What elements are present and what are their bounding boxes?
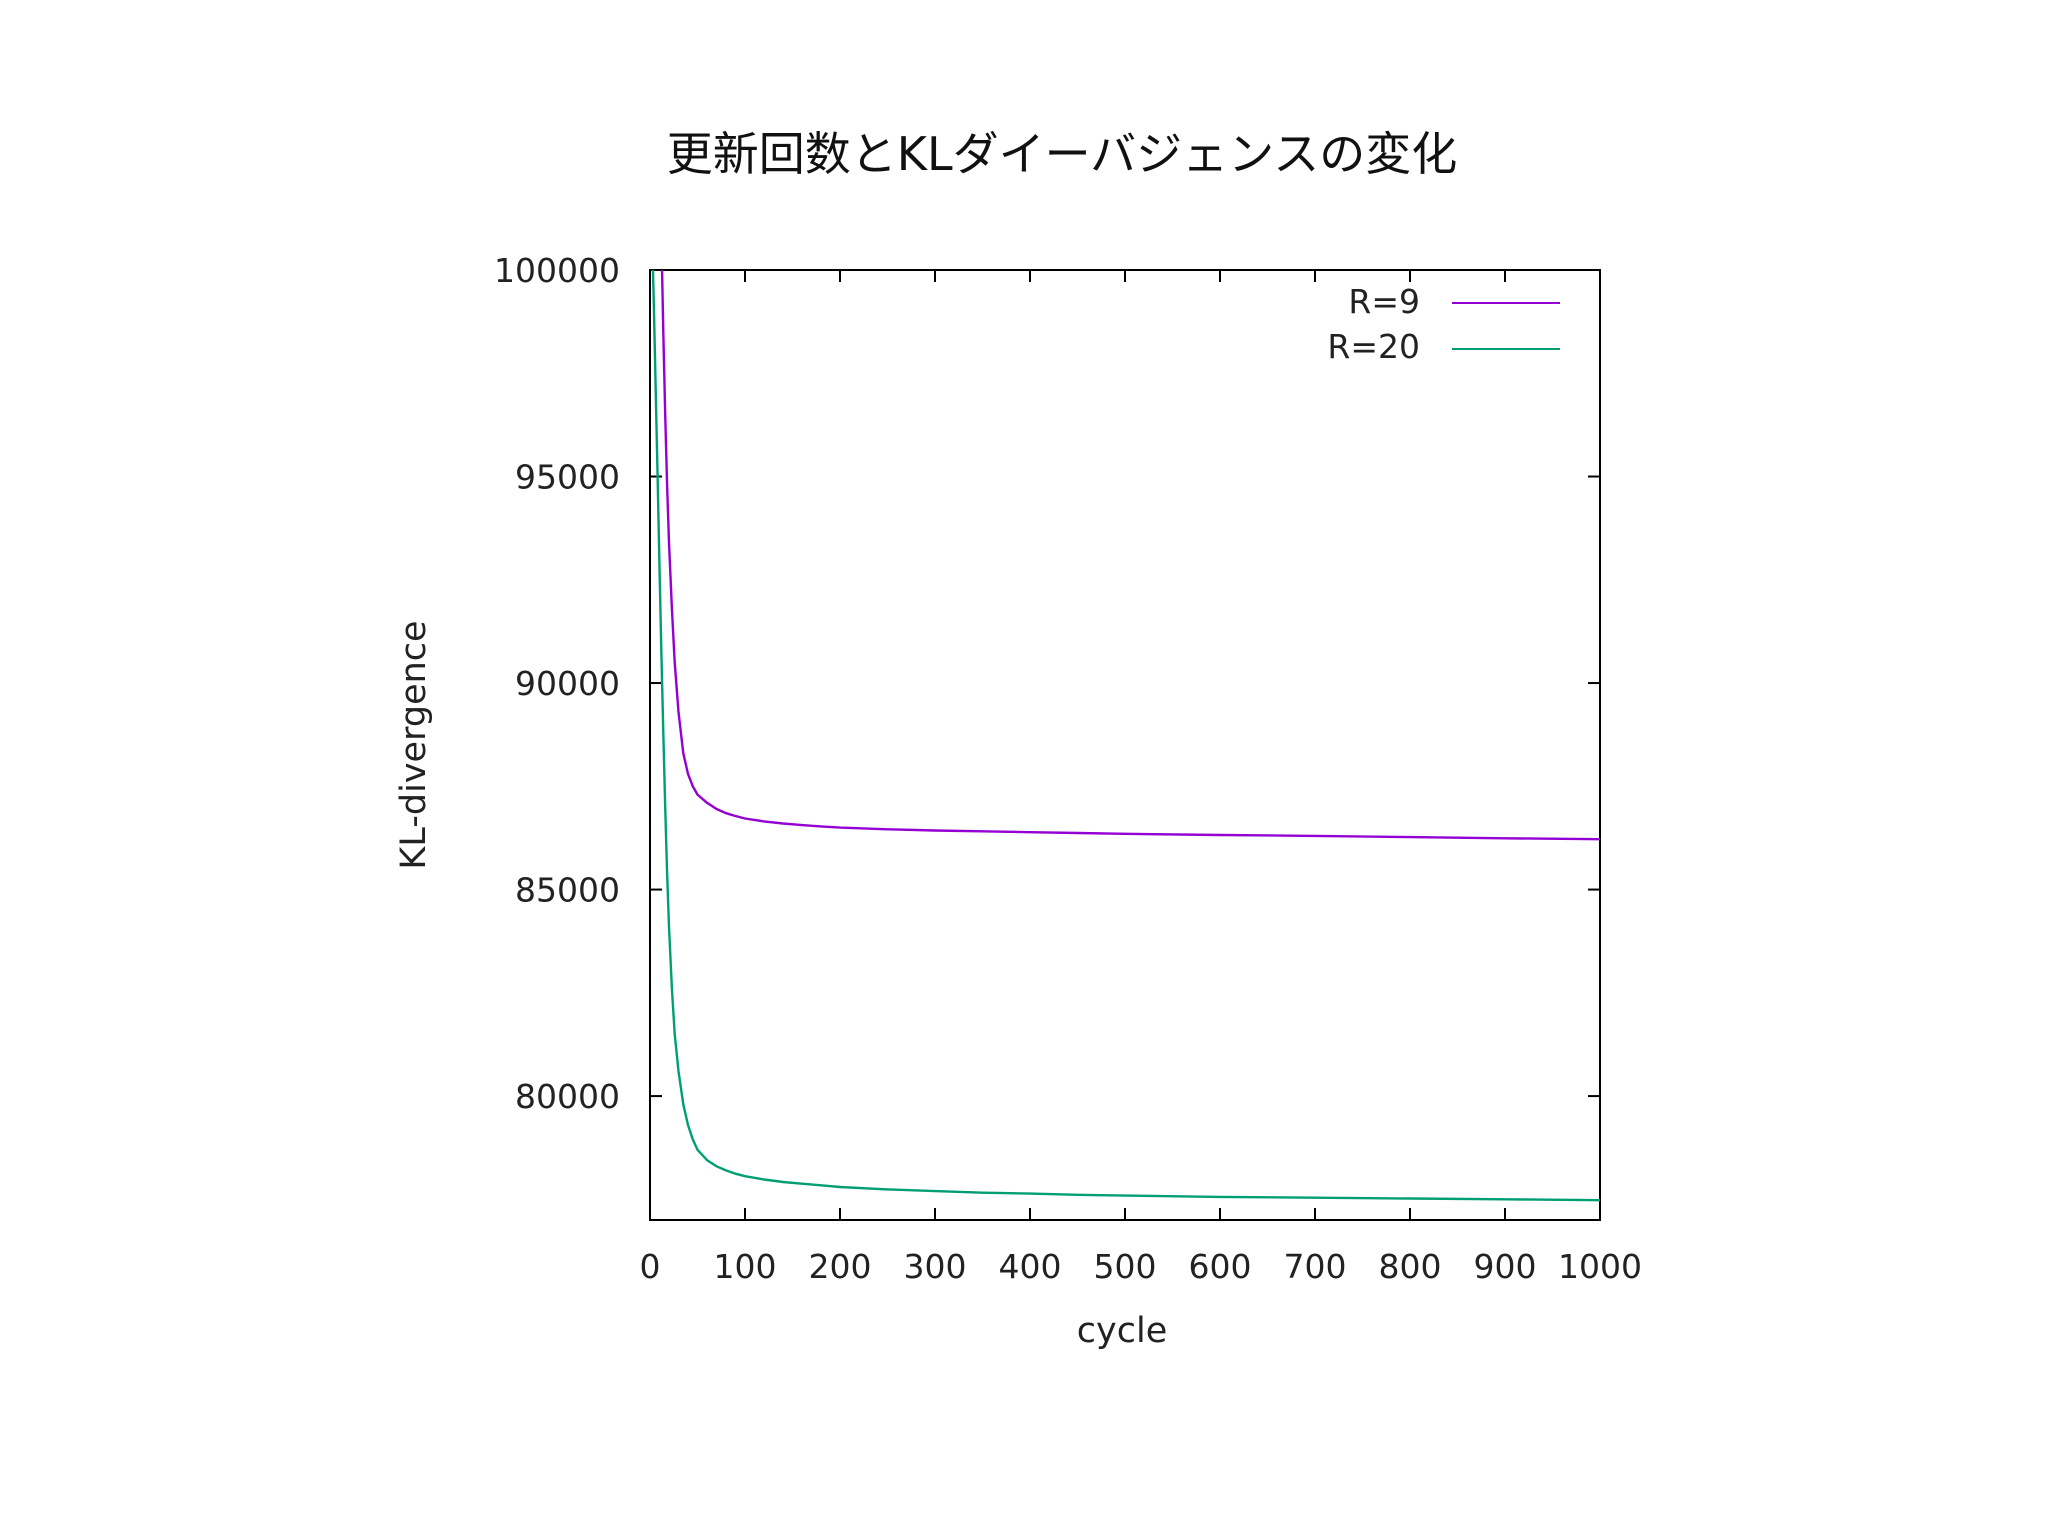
x-tick-label: 200 (809, 1247, 872, 1286)
x-tick-label: 600 (1189, 1247, 1252, 1286)
chart-title: 更新回数とKLダイーバジェンスの変化 (667, 127, 1457, 181)
x-axis-label: cycle (1077, 1311, 1167, 1351)
x-axis-ticks: 0 100 200 300 400 500 600 700 800 900 1000 (640, 270, 1642, 1286)
x-tick-label: 0 (640, 1247, 661, 1286)
x-tick-label: 300 (904, 1247, 967, 1286)
y-axis-label: KL-divergence (394, 620, 434, 869)
series-line-r20 (651, 270, 1600, 1202)
plot-frame (649, 269, 1601, 1221)
x-tick-label: 700 (1284, 1247, 1347, 1286)
legend-label-r9: R=9 (1348, 282, 1420, 321)
y-tick-label: 85000 (515, 871, 620, 910)
x-tick-label: 900 (1474, 1247, 1537, 1286)
series-line-r9 (660, 270, 1600, 841)
y-tick-label: 100000 (494, 251, 620, 290)
x-tick-label: 500 (1094, 1247, 1157, 1286)
series-layer (651, 270, 1600, 1202)
y-tick-label: 90000 (515, 664, 620, 703)
legend-label-r20: R=20 (1327, 327, 1420, 366)
y-tick-label: 95000 (515, 458, 620, 497)
y-tick-label: 80000 (515, 1077, 620, 1116)
x-tick-label: 400 (999, 1247, 1062, 1286)
x-tick-label: 1000 (1558, 1247, 1642, 1286)
x-tick-label: 100 (714, 1247, 777, 1286)
x-tick-label: 800 (1379, 1247, 1442, 1286)
y-axis-ticks: 80000 85000 90000 95000 100000 (494, 251, 1600, 1116)
legend: R=9 R=20 (1327, 282, 1560, 366)
